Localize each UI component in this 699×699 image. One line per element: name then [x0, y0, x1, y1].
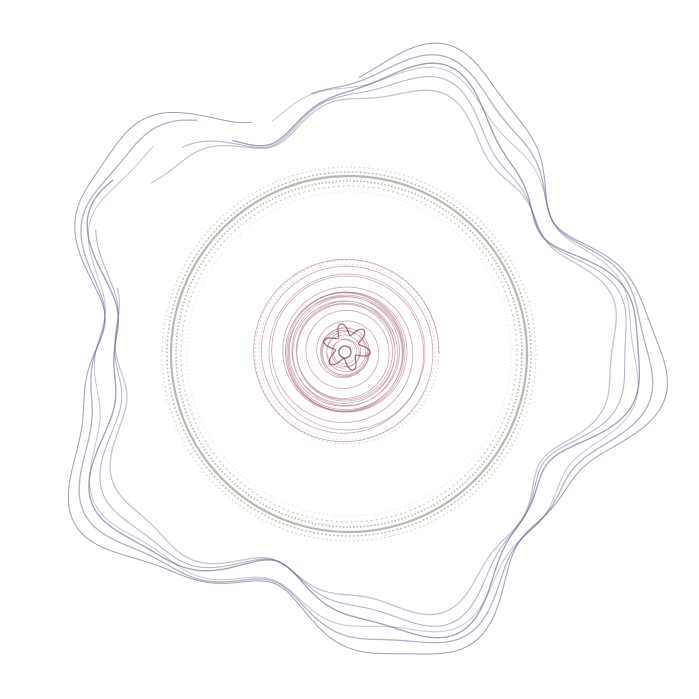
inner-spiral-loops — [253, 258, 440, 445]
inner-ring — [268, 273, 426, 431]
middle-ring-hatch — [156, 162, 542, 546]
middle-ring-band — [186, 191, 512, 517]
center-flower — [323, 323, 371, 371]
inner-ring — [254, 259, 440, 445]
outer-wave-strand — [95, 76, 627, 627]
middle-ring-band — [161, 166, 537, 542]
outer-wave-strand — [86, 62, 641, 639]
middle-ring-band — [180, 185, 518, 523]
outer-wave-strands — [67, 42, 668, 655]
inner-ring — [258, 263, 436, 441]
center-dot — [338, 345, 352, 359]
middle-ring-band — [169, 174, 529, 534]
outer-wave-strand — [67, 42, 668, 655]
inner-ring — [286, 291, 408, 413]
outer-wave-strand — [109, 89, 617, 616]
middle-ring-band — [175, 180, 523, 528]
outer-wave-strand — [87, 66, 639, 633]
middle-ring-band — [166, 171, 532, 537]
middle-dotted-ring — [156, 162, 542, 546]
